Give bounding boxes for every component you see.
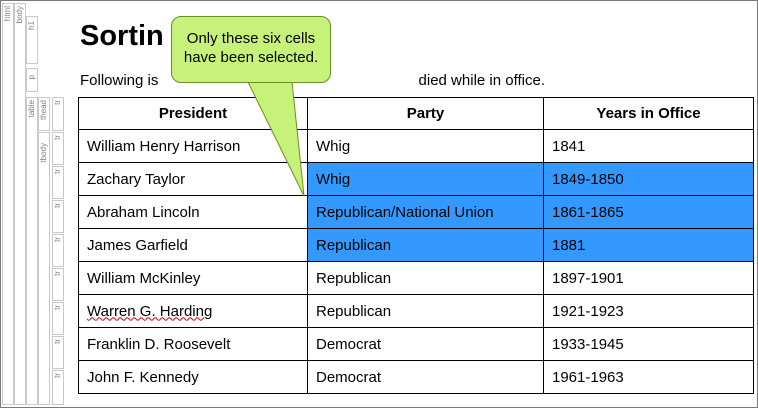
cell-party[interactable]: Democrat <box>307 327 544 361</box>
intro-paragraph[interactable]: Following is died while in office. <box>80 72 545 89</box>
cell-party-selected[interactable]: Whig <box>307 162 544 196</box>
struct-bar-tr-5[interactable]: tr <box>52 268 64 301</box>
cell-years[interactable]: 1961-1963 <box>543 360 754 394</box>
struct-bar-thead[interactable]: thead <box>38 97 50 131</box>
page-heading[interactable]: Sortin <box>80 20 164 52</box>
paragraph-right-text: died while in office. <box>418 72 545 89</box>
struct-label-tr: tr <box>53 100 62 105</box>
struct-label-tr: tr <box>53 169 62 174</box>
struct-bar-tr-2[interactable]: tr <box>52 166 64 199</box>
cell-president[interactable]: William Henry Harrison <box>78 129 308 163</box>
callout-line-1: Only these six cells <box>186 30 316 47</box>
cell-years-selected[interactable]: 1849-1850 <box>543 162 754 196</box>
cell-years[interactable]: 1933-1945 <box>543 327 754 361</box>
cell-years-selected[interactable]: 1881 <box>543 228 754 262</box>
cell-president[interactable]: Franklin D. Roosevelt <box>78 327 308 361</box>
cell-years-selected[interactable]: 1861-1865 <box>543 195 754 229</box>
header-president[interactable]: President <box>78 97 308 130</box>
table-row: James Garfield Republican 1881 <box>78 228 754 262</box>
table-row: Abraham Lincoln Republican/National Unio… <box>78 195 754 229</box>
callout-line-2: have been selected. <box>183 49 319 66</box>
table-row: William McKinley Republican 1897-1901 <box>78 261 754 295</box>
struct-label-h1: h1 <box>27 21 36 30</box>
struct-label-html: html <box>3 6 12 22</box>
cell-president[interactable]: Abraham Lincoln <box>78 195 308 229</box>
cell-president[interactable]: Warren G. Harding <box>78 294 308 328</box>
struct-label-thead: thead <box>39 100 48 121</box>
struct-bar-tr-head[interactable]: tr <box>52 97 64 131</box>
struct-bar-tr-3[interactable]: tr <box>52 200 64 233</box>
table-row: John F. Kennedy Democrat 1961-1963 <box>78 360 754 394</box>
cell-president[interactable]: William McKinley <box>78 261 308 295</box>
struct-bar-tr-6[interactable]: tr <box>52 302 64 335</box>
struct-label-table: table <box>27 100 36 118</box>
struct-bar-table[interactable]: table <box>26 97 38 405</box>
header-party[interactable]: Party <box>307 97 544 130</box>
struct-label-p: p <box>27 75 36 80</box>
table-row: Zachary Taylor Whig 1849-1850 <box>78 162 754 196</box>
cell-party[interactable]: Democrat <box>307 360 544 394</box>
cell-president[interactable]: James Garfield <box>78 228 308 262</box>
struct-bar-tr-8[interactable]: tr <box>52 370 64 405</box>
cell-party[interactable]: Republican <box>307 294 544 328</box>
struct-label-tr: tr <box>53 271 62 276</box>
cell-years[interactable]: 1841 <box>543 129 754 163</box>
struct-bar-tr-1[interactable]: tr <box>52 132 64 165</box>
struct-label-tr: tr <box>53 135 62 140</box>
cell-years[interactable]: 1897-1901 <box>543 261 754 295</box>
struct-bar-body[interactable]: body <box>14 3 26 405</box>
struct-bar-tr-4[interactable]: tr <box>52 234 64 267</box>
table-header-row: President Party Years in Office <box>78 97 754 130</box>
struct-label-tr: tr <box>53 339 62 344</box>
header-years[interactable]: Years in Office <box>543 97 754 130</box>
struct-bar-h1[interactable]: h1 <box>26 16 38 64</box>
struct-label-body: body <box>15 6 24 24</box>
table-row: William Henry Harrison Whig 1841 <box>78 129 754 163</box>
cell-president[interactable]: John F. Kennedy <box>78 360 308 394</box>
struct-bar-html[interactable]: html <box>2 3 14 405</box>
paragraph-left-text: Following is <box>80 72 163 89</box>
cell-president-text: Warren G. Harding <box>87 302 213 320</box>
callout-annotation: Only these six cells have been selected. <box>171 16 331 83</box>
cell-party[interactable]: Whig <box>307 129 544 163</box>
table-row: Warren G. Harding Republican 1921-1923 <box>78 294 754 328</box>
struct-label-tr: tr <box>53 305 62 310</box>
struct-bar-tr-7[interactable]: tr <box>52 336 64 369</box>
struct-label-tr: tr <box>53 203 62 208</box>
presidents-table[interactable]: President Party Years in Office William … <box>78 97 754 394</box>
cell-years[interactable]: 1921-1923 <box>543 294 754 328</box>
cell-party-selected[interactable]: Republican <box>307 228 544 262</box>
struct-label-tr: tr <box>53 373 62 378</box>
struct-bar-tbody[interactable]: tbody <box>38 132 50 405</box>
struct-label-tbody: tbody <box>39 143 48 163</box>
struct-label-tr: tr <box>53 237 62 242</box>
table-row: Franklin D. Roosevelt Democrat 1933-1945 <box>78 327 754 361</box>
struct-bar-p[interactable]: p <box>26 68 38 92</box>
cell-party-selected[interactable]: Republican/National Union <box>307 195 544 229</box>
cell-president[interactable]: Zachary Taylor <box>78 162 308 196</box>
cell-party[interactable]: Republican <box>307 261 544 295</box>
